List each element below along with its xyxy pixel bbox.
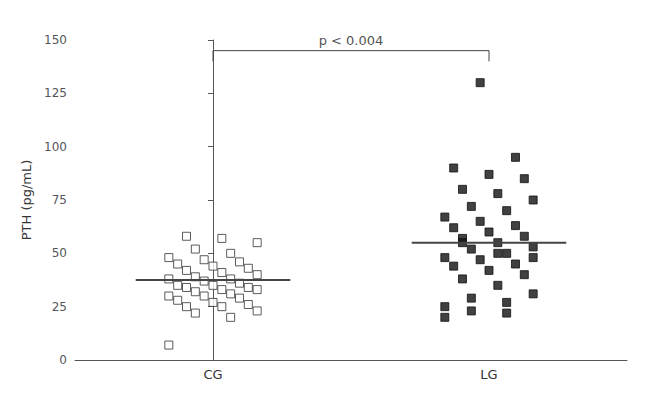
svg-text:0: 0 — [59, 353, 67, 367]
svg-text:25: 25 — [52, 300, 67, 314]
svg-text:100: 100 — [44, 140, 67, 154]
svg-text:PTH (pg/mL): PTH (pg/mL) — [19, 160, 34, 241]
svg-text:LG: LG — [480, 367, 497, 382]
svg-text:p < 0.004: p < 0.004 — [319, 33, 384, 48]
svg-text:125: 125 — [44, 86, 67, 100]
svg-text:150: 150 — [44, 33, 67, 47]
svg-text:50: 50 — [52, 246, 67, 260]
svg-text:75: 75 — [52, 193, 67, 207]
svg-text:CG: CG — [203, 367, 222, 382]
